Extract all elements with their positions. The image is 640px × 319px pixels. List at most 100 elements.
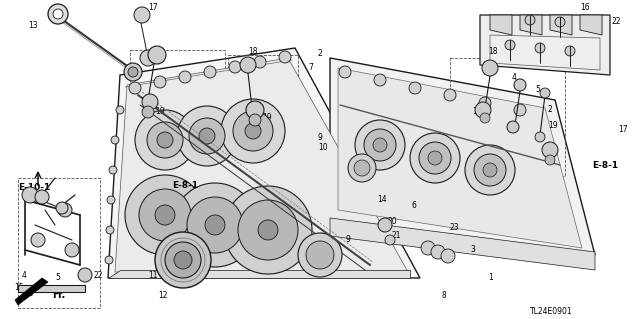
Polygon shape (115, 58, 408, 272)
Text: 15: 15 (14, 284, 24, 293)
Polygon shape (330, 218, 595, 270)
Circle shape (155, 232, 211, 288)
Circle shape (348, 154, 376, 182)
Circle shape (540, 88, 550, 98)
Circle shape (410, 133, 460, 183)
Text: 23: 23 (450, 224, 460, 233)
Circle shape (107, 196, 115, 204)
Circle shape (165, 242, 201, 278)
Circle shape (129, 82, 141, 94)
Text: 10: 10 (318, 144, 328, 152)
Circle shape (373, 138, 387, 152)
Polygon shape (108, 48, 420, 278)
Text: 5: 5 (55, 273, 60, 283)
Text: 21: 21 (392, 231, 401, 240)
Text: 18: 18 (488, 48, 497, 56)
Circle shape (565, 46, 575, 56)
Circle shape (465, 145, 515, 195)
Text: 20: 20 (388, 218, 397, 226)
Circle shape (177, 106, 237, 166)
Circle shape (480, 113, 490, 123)
Circle shape (109, 166, 117, 174)
Circle shape (154, 76, 166, 88)
Polygon shape (15, 278, 48, 305)
Circle shape (233, 111, 273, 151)
Text: 12: 12 (158, 291, 168, 300)
Text: 17: 17 (618, 125, 628, 135)
Circle shape (147, 122, 183, 158)
Circle shape (482, 60, 498, 76)
Circle shape (111, 136, 119, 144)
Text: 19: 19 (155, 108, 164, 116)
Circle shape (173, 183, 257, 267)
Circle shape (535, 132, 545, 142)
Circle shape (354, 160, 370, 176)
Circle shape (419, 142, 451, 174)
Bar (130, 50, 225, 130)
Text: 18: 18 (248, 48, 257, 56)
Circle shape (174, 251, 192, 269)
Circle shape (475, 102, 491, 118)
Polygon shape (520, 15, 542, 35)
Circle shape (514, 79, 526, 91)
Text: 19: 19 (548, 121, 557, 130)
Circle shape (246, 101, 264, 119)
Text: TL24E0901: TL24E0901 (530, 308, 573, 316)
Text: 22: 22 (612, 18, 621, 26)
Circle shape (58, 203, 72, 217)
Circle shape (535, 43, 545, 53)
Circle shape (514, 104, 526, 116)
Text: 9: 9 (318, 133, 323, 143)
Circle shape (409, 82, 421, 94)
Circle shape (542, 142, 558, 158)
Circle shape (205, 215, 225, 235)
Polygon shape (108, 270, 410, 278)
Bar (18, 178, 100, 308)
Polygon shape (580, 15, 602, 35)
Circle shape (224, 186, 312, 274)
Circle shape (56, 202, 68, 214)
Circle shape (124, 63, 142, 81)
Text: 4: 4 (512, 73, 517, 83)
Circle shape (35, 190, 49, 204)
Circle shape (505, 40, 515, 50)
Circle shape (128, 67, 138, 77)
Circle shape (428, 151, 442, 165)
Circle shape (525, 15, 535, 25)
Circle shape (140, 50, 156, 66)
Circle shape (479, 97, 491, 109)
Circle shape (545, 155, 555, 165)
Circle shape (148, 46, 166, 64)
Circle shape (555, 17, 565, 27)
Circle shape (204, 66, 216, 78)
Text: Fr.: Fr. (52, 290, 65, 300)
Polygon shape (338, 68, 582, 248)
Circle shape (339, 66, 351, 78)
Text: 2: 2 (318, 49, 323, 58)
Circle shape (157, 132, 173, 148)
Circle shape (125, 175, 205, 255)
Circle shape (106, 226, 114, 234)
Text: 16: 16 (580, 4, 589, 12)
Circle shape (431, 245, 445, 259)
Circle shape (355, 120, 405, 170)
Circle shape (229, 61, 241, 73)
Text: 13: 13 (28, 21, 38, 31)
Text: 19: 19 (472, 108, 482, 116)
Circle shape (298, 233, 342, 277)
Text: 7: 7 (308, 63, 313, 72)
Text: 11: 11 (148, 271, 157, 279)
Circle shape (179, 71, 191, 83)
Text: 5: 5 (535, 85, 540, 94)
Text: 9: 9 (345, 235, 350, 244)
Circle shape (48, 4, 68, 24)
Text: 14: 14 (377, 196, 387, 204)
Circle shape (65, 243, 79, 257)
Circle shape (135, 110, 195, 170)
Circle shape (254, 56, 266, 68)
Circle shape (249, 114, 261, 126)
Polygon shape (490, 15, 512, 35)
Circle shape (507, 121, 519, 133)
Circle shape (187, 197, 243, 253)
Circle shape (22, 187, 38, 203)
